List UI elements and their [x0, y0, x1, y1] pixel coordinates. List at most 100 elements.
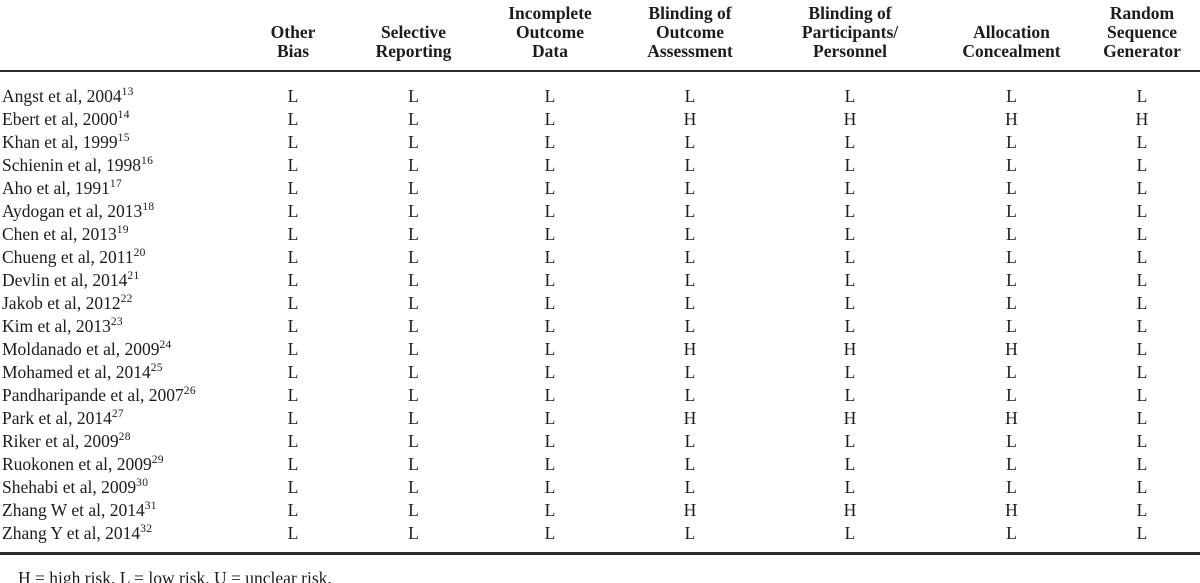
risk-cell: L [1006, 523, 1017, 543]
risk-cell: L [287, 109, 299, 129]
risk-cell: L [1006, 270, 1017, 290]
risk-cell: L [287, 339, 299, 359]
study-name: Zhang Y et al, 201432 [2, 523, 153, 543]
risk-cell: L [1006, 293, 1017, 313]
risk-cell: L [1136, 362, 1148, 382]
risk-cell: L [544, 454, 556, 474]
table-body: Angst et al, 200413 L L L L L L L Ebert et al, 2… [0, 71, 1200, 554]
risk-cell: L [408, 270, 419, 290]
table-row: Zhang Y et al, 201432 L L L L L L L [0, 522, 1200, 554]
reference-superscript: 17 [109, 178, 123, 191]
study-name: Shehabi et al, 200930 [2, 477, 149, 497]
risk-cell: L [1006, 316, 1017, 336]
table-row: Jakob et al, 201222 L L L L L L L [0, 292, 1200, 315]
risk-cell: L [844, 132, 856, 152]
table-row: Shehabi et al, 200930 L L L L L L L [0, 476, 1200, 499]
risk-cell: L [287, 454, 299, 474]
risk-cell: L [544, 132, 556, 152]
study-name: Aydogan et al, 201318 [2, 201, 155, 221]
table-row: Aydogan et al, 201318 L L L L L L L [0, 200, 1200, 223]
study-name: Khan et al, 199915 [2, 132, 130, 152]
risk-cell: L [844, 86, 856, 106]
risk-cell: L [1136, 270, 1148, 290]
risk-cell: L [844, 454, 856, 474]
column-header: Incomplete Outcome Data [481, 0, 619, 72]
reference-superscript: 30 [136, 477, 149, 490]
risk-cell: L [1006, 224, 1017, 244]
risk-cell: L [544, 293, 556, 313]
risk-cell: L [408, 477, 419, 497]
study-name: Zhang W et al, 201431 [2, 500, 157, 520]
table-row: Riker et al, 200928 L L L L L L L [0, 430, 1200, 453]
risk-cell: L [287, 201, 299, 221]
reference-superscript: 27 [111, 408, 124, 421]
risk-cell: H [843, 339, 857, 359]
table-row: Pandharipande et al, 200726 L L L L L L L [0, 384, 1200, 407]
risk-cell: L [1006, 431, 1017, 451]
table-footnote: H = high risk, L = low risk, U = unclear… [18, 568, 332, 583]
risk-cell: L [684, 270, 696, 290]
risk-cell: L [1006, 132, 1017, 152]
risk-cell: L [684, 385, 696, 405]
risk-cell: L [408, 431, 419, 451]
study-name: Park et al, 201427 [2, 408, 124, 428]
reference-superscript: 20 [133, 247, 146, 260]
risk-cell: L [1136, 431, 1148, 451]
risk-cell: L [1136, 132, 1148, 152]
study-name: Mohamed et al, 201425 [2, 362, 163, 382]
reference-superscript: 25 [150, 362, 163, 375]
risk-cell: L [1006, 247, 1017, 267]
risk-cell: L [844, 431, 856, 451]
reference-superscript: 19 [116, 224, 129, 237]
risk-cell: L [544, 86, 556, 106]
risk-cell: L [287, 270, 299, 290]
risk-cell: L [1136, 178, 1148, 198]
risk-cell: L [544, 155, 556, 175]
risk-cell: L [1136, 247, 1148, 267]
risk-cell: L [844, 316, 856, 336]
risk-cell: L [1006, 155, 1017, 175]
risk-cell: L [408, 339, 419, 359]
risk-cell: L [1136, 385, 1148, 405]
risk-cell: L [408, 109, 419, 129]
risk-cell: L [408, 385, 419, 405]
risk-cell: L [1136, 316, 1148, 336]
risk-cell: L [408, 224, 419, 244]
column-header: Selective Reporting [346, 0, 481, 72]
column-header: Other Bias [240, 0, 346, 72]
study-name: Jakob et al, 201222 [2, 293, 133, 313]
table-row: Khan et al, 199915 L L L L L L L [0, 131, 1200, 154]
risk-cell: H [1005, 408, 1018, 428]
reference-superscript: 21 [127, 270, 140, 283]
risk-cell: L [1136, 86, 1148, 106]
column-header: Random Sequence Generator [1084, 0, 1200, 72]
risk-cell: L [1006, 385, 1017, 405]
risk-cell: L [1136, 155, 1148, 175]
risk-cell: L [544, 201, 556, 221]
risk-cell: L [408, 362, 419, 382]
table-header-row: Other Bias Selective Reporting Incomplete … [0, 0, 1200, 72]
risk-cell: L [287, 500, 299, 520]
risk-cell: L [1136, 339, 1148, 359]
risk-cell: L [844, 247, 856, 267]
risk-cell: H [683, 109, 697, 129]
risk-cell: L [1006, 454, 1017, 474]
risk-cell: L [1136, 293, 1148, 313]
risk-cell: L [408, 454, 419, 474]
risk-cell: L [287, 293, 299, 313]
risk-cell: L [684, 155, 696, 175]
risk-cell: L [287, 155, 299, 175]
study-name: Devlin et al, 201421 [2, 270, 140, 290]
reference-superscript: 18 [142, 201, 155, 214]
risk-cell: L [684, 293, 696, 313]
risk-cell: L [544, 477, 556, 497]
risk-cell: L [684, 178, 696, 198]
risk-cell: L [684, 201, 696, 221]
study-name: Chen et al, 201319 [2, 224, 129, 244]
risk-cell: L [544, 178, 556, 198]
risk-cell: L [408, 408, 419, 428]
risk-cell: L [844, 155, 856, 175]
risk-cell: L [684, 362, 696, 382]
risk-cell: L [544, 500, 556, 520]
risk-cell: L [287, 362, 299, 382]
